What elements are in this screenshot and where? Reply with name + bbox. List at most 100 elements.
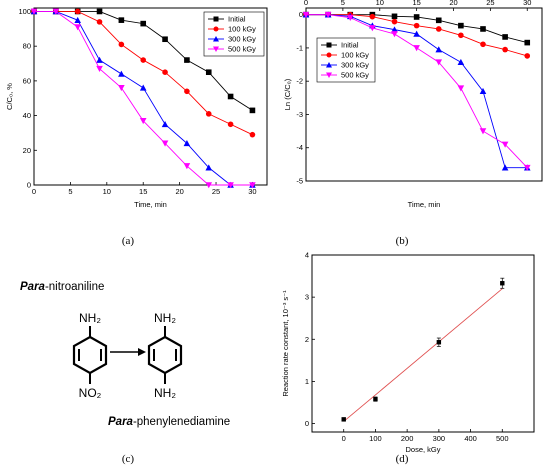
legend-label: Initial: [228, 15, 246, 24]
y-tick-label: 1: [305, 377, 309, 386]
y-tick-label: 40: [23, 111, 31, 120]
data-point: [205, 111, 212, 117]
plot-frame: [305, 7, 543, 182]
data-point: [249, 107, 256, 114]
y-tick-label: 2: [305, 335, 309, 344]
data-point: [213, 26, 219, 32]
chart-a: 0 5 10 15 20 25 30 0 20 40 60 80 100 Time, min C/C₀, %…: [5, 7, 268, 209]
x-tick-label: 10: [103, 187, 111, 196]
series-line: [306, 14, 528, 169]
data-point: [326, 62, 332, 68]
data-point: [302, 11, 310, 18]
x-tick-label: 25: [212, 187, 220, 196]
reaction-scheme: Para-nitroaniline NH₂ NO₂ NH₂ NH₂ Para-p…: [20, 281, 230, 428]
panel-label-d: (d): [396, 453, 409, 465]
x-tick-label: 100: [369, 434, 382, 443]
data-point: [346, 14, 354, 21]
data-point: [458, 22, 464, 29]
y-tick-label: -3: [296, 110, 303, 119]
y-tick-label: 80: [23, 42, 31, 51]
x-tick-label: 500: [496, 434, 509, 443]
data-point: [413, 22, 420, 29]
data-point: [213, 16, 219, 22]
data-point: [183, 163, 191, 170]
reaction-arrow-head: [138, 348, 146, 356]
legend-label: 300 kGy: [228, 35, 256, 44]
data-point: [324, 11, 332, 18]
data-point: [161, 120, 169, 128]
data-point: [391, 26, 398, 33]
data-point: [140, 20, 147, 27]
x-tick-label: 15: [412, 0, 420, 7]
y-tick-label: 0: [299, 10, 303, 19]
fit-line: [343, 288, 503, 422]
legend-label: 500 kGy: [341, 71, 369, 80]
data-point: [184, 88, 190, 95]
x-tick-label: 5: [341, 0, 345, 7]
data-point: [183, 140, 191, 147]
data-point: [74, 16, 81, 23]
data-point: [436, 340, 442, 345]
panel-label-b: (b): [396, 235, 409, 247]
data-point: [74, 8, 81, 15]
data-point: [501, 164, 509, 171]
data-point: [480, 41, 486, 48]
data-point: [139, 117, 147, 125]
product-bottom-group: NH₂: [154, 386, 176, 400]
product-top-group: NH₂: [154, 311, 176, 325]
data-point: [205, 69, 212, 76]
data-point: [341, 417, 346, 422]
y-tick-label: -4: [296, 143, 303, 152]
x-tick-label: 0: [32, 187, 36, 196]
data-point: [184, 57, 190, 63]
reactant-top-group: NH₂: [79, 311, 101, 325]
y-tick-label: 4: [305, 251, 309, 260]
data-point: [502, 46, 508, 53]
data-point: [500, 281, 505, 286]
x-tick-label: 20: [449, 0, 457, 7]
data-point: [96, 8, 103, 15]
data-point: [435, 17, 442, 24]
product-molecule: NH₂ NH₂: [147, 311, 183, 400]
data-point: [524, 53, 531, 59]
x-axis-label: Time, min: [134, 200, 167, 209]
data-point: [161, 140, 169, 147]
legend-label: 100 kGy: [341, 51, 369, 60]
data-point: [205, 182, 213, 189]
y-tick-label: 100: [18, 7, 31, 16]
data-point: [391, 31, 398, 38]
plot-frame: [33, 7, 268, 186]
data-point: [162, 36, 168, 43]
data-point: [249, 182, 256, 189]
y-axis-label: Ln (C/C₀): [283, 78, 292, 110]
data-point: [502, 34, 508, 40]
reactant-bottom-group: NO₂: [79, 386, 102, 400]
data-point: [74, 24, 81, 31]
panel-label-c: (c): [122, 453, 135, 465]
x-tick-label: 300: [433, 434, 446, 443]
x-tick-label: 200: [401, 434, 414, 443]
y-axis-label: C/C₀, %: [5, 83, 14, 110]
x-axis-label: Time, min: [408, 200, 441, 209]
data-point: [227, 121, 234, 128]
data-point: [391, 13, 398, 20]
data-point: [205, 164, 213, 171]
x-tick-label: 400: [464, 434, 477, 443]
y-axis-label: Reaction rate constant, 10⁻³ s⁻¹: [281, 290, 290, 397]
data-point: [30, 8, 38, 15]
data-point: [413, 30, 420, 37]
y-tick-label: 0: [305, 419, 309, 428]
series-line: [306, 14, 528, 169]
reactant-name: Para-nitroaniline: [20, 281, 104, 293]
panel-label-a: (a): [122, 235, 135, 247]
reactant-molecule: NH₂ NO₂: [72, 311, 108, 400]
data-point: [96, 19, 103, 25]
data-point: [52, 8, 60, 15]
y-tick-label: -1: [296, 43, 303, 52]
data-point: [96, 56, 103, 63]
y-tick-label: 20: [23, 146, 31, 155]
data-point: [162, 69, 168, 76]
data-point: [435, 59, 443, 66]
data-point: [413, 14, 420, 20]
